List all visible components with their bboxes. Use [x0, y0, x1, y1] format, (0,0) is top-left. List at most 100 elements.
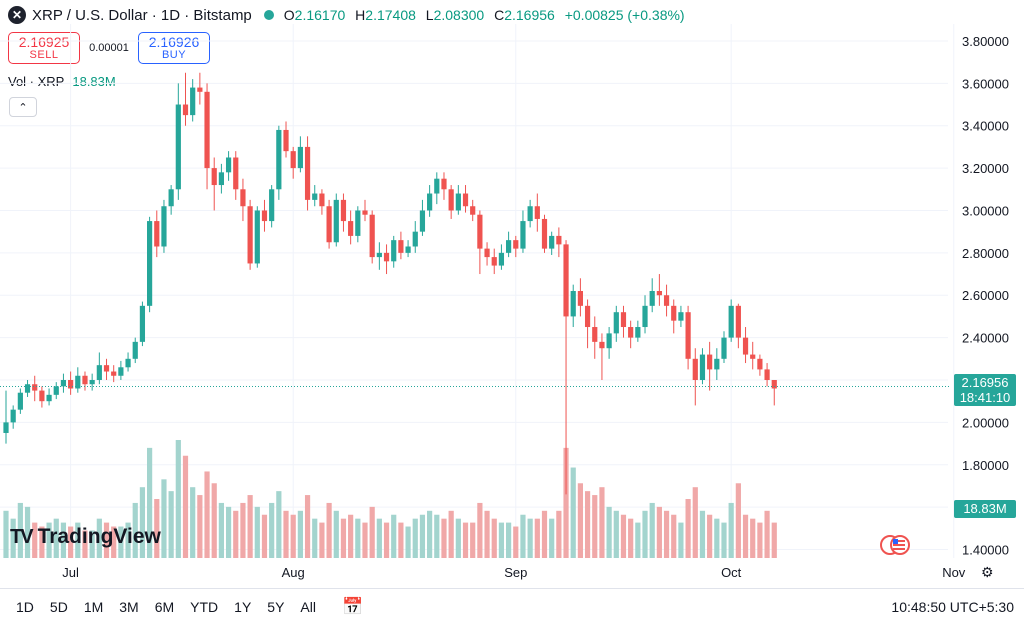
price-tick-label: 3.80000	[962, 34, 1009, 49]
volume-bar	[225, 506, 232, 558]
axis-settings-gear-icon[interactable]: ⚙	[981, 564, 994, 580]
candle-body	[714, 358, 720, 370]
candle-body	[53, 386, 59, 395]
ohlc-low-label: L	[425, 7, 434, 23]
time-tick-label: Sep	[504, 565, 527, 580]
candle-body	[455, 193, 461, 211]
volume-bar	[240, 502, 246, 558]
candle-body	[484, 248, 490, 258]
volume-bar	[147, 447, 153, 558]
candle-body	[190, 87, 196, 116]
volume-bar	[82, 530, 88, 558]
us-flag-icon[interactable]	[880, 535, 910, 555]
volume-bar	[692, 487, 698, 558]
bottom-toolbar: 1D 5D 1M 3M 6M YTD 1Y 5Y All 📅 10:48:50 UTC+5:30	[0, 588, 1024, 625]
candle-body	[692, 358, 698, 380]
volume-bar	[261, 514, 268, 558]
candle-body	[649, 291, 655, 306]
candle-body	[434, 178, 440, 194]
range-button-5d[interactable]: 5D	[49, 599, 68, 615]
candle-body	[391, 240, 397, 262]
volume-bar	[161, 479, 167, 558]
sell-label: SELL	[29, 48, 59, 61]
clock[interactable]: 10:48:50 UTC+5:30	[891, 599, 1014, 615]
volume-bar	[283, 510, 289, 558]
range-button-6m[interactable]: 6M	[154, 599, 175, 615]
candle-body	[369, 214, 375, 258]
volume-bar	[470, 522, 476, 558]
candle-body	[125, 358, 131, 368]
candle-body	[405, 246, 411, 253]
candle-body	[735, 305, 741, 338]
volume-bar	[211, 483, 217, 558]
volume-bar	[441, 518, 447, 558]
volume-tag: 18.83M	[954, 500, 1016, 518]
price-tick-label: 1.40000	[962, 543, 1009, 558]
candle-body	[333, 199, 339, 243]
volume-bar	[218, 502, 224, 558]
candle-body	[3, 422, 9, 433]
tradingview-logo[interactable]: TV TradingView	[10, 525, 161, 549]
candle-body	[362, 210, 368, 215]
candle-body	[728, 305, 734, 338]
volume-bar	[355, 518, 361, 558]
volume-bar	[60, 522, 67, 558]
candle-body	[355, 210, 361, 236]
range-button-5y[interactable]: 5Y	[267, 599, 285, 615]
volume-bar	[656, 506, 662, 558]
volume-bar	[340, 518, 347, 558]
price-tick-label: 1.80000	[962, 458, 1009, 473]
candle-body	[491, 257, 497, 266]
range-button-all[interactable]: All	[300, 599, 316, 615]
volume-bar	[663, 510, 670, 558]
range-button-3m[interactable]: 3M	[119, 599, 139, 615]
volume-bar	[312, 518, 318, 558]
candle-body	[599, 341, 605, 349]
range-button-1m[interactable]: 1M	[83, 599, 104, 615]
volume-bars	[3, 440, 777, 558]
candle-body	[606, 333, 612, 349]
candle-body	[348, 221, 354, 236]
range-button-1d[interactable]: 1D	[16, 599, 34, 615]
volume-bar	[491, 518, 497, 558]
candle-body	[470, 206, 476, 215]
candle-body	[225, 157, 232, 173]
sell-button[interactable]: 2.16925 SELL	[8, 32, 80, 64]
volume-bar	[68, 526, 74, 558]
volume-bar	[290, 514, 296, 558]
candle-body	[161, 206, 167, 247]
candle-body	[383, 252, 390, 262]
volume-bar	[17, 502, 23, 558]
candle-body	[269, 189, 275, 222]
candle-body	[312, 193, 318, 200]
volume-bar	[599, 487, 605, 558]
volume-bar	[326, 502, 332, 558]
candle-body	[541, 218, 548, 249]
candle-body	[656, 291, 662, 296]
volume-legend: Vol · XRP 18.83M	[8, 74, 116, 89]
candle-body	[771, 380, 777, 389]
buy-button[interactable]: 2.16926 BUY	[138, 32, 210, 64]
volume-bar	[32, 522, 38, 558]
calendar-range-icon[interactable]: 📅	[341, 597, 364, 616]
volume-bar	[111, 526, 117, 558]
volume-bar	[3, 510, 9, 558]
volume-bar	[484, 510, 490, 558]
last-price-value: 2.16956	[961, 375, 1009, 390]
volume-bar	[498, 522, 505, 558]
candle-body	[520, 221, 526, 249]
volume-bar	[764, 510, 770, 558]
volume-bar	[24, 506, 31, 558]
volume-bar	[527, 518, 533, 558]
volume-bar	[391, 514, 397, 558]
volume-bar	[182, 455, 189, 558]
ohlc-readout: O2.16170 H2.17408 L2.08300 C2.16956 +0.0…	[284, 7, 691, 23]
range-button-ytd[interactable]: YTD	[190, 599, 219, 615]
collapse-legend-button[interactable]: ⌃	[9, 97, 37, 117]
candle-body	[642, 305, 648, 328]
range-button-1y[interactable]: 1Y	[234, 599, 252, 615]
candle-body	[534, 206, 540, 219]
symbol-title[interactable]: XRP / U.S. Dollar · 1D · Bitstamp	[32, 6, 252, 24]
buy-price: 2.16926	[148, 34, 200, 50]
